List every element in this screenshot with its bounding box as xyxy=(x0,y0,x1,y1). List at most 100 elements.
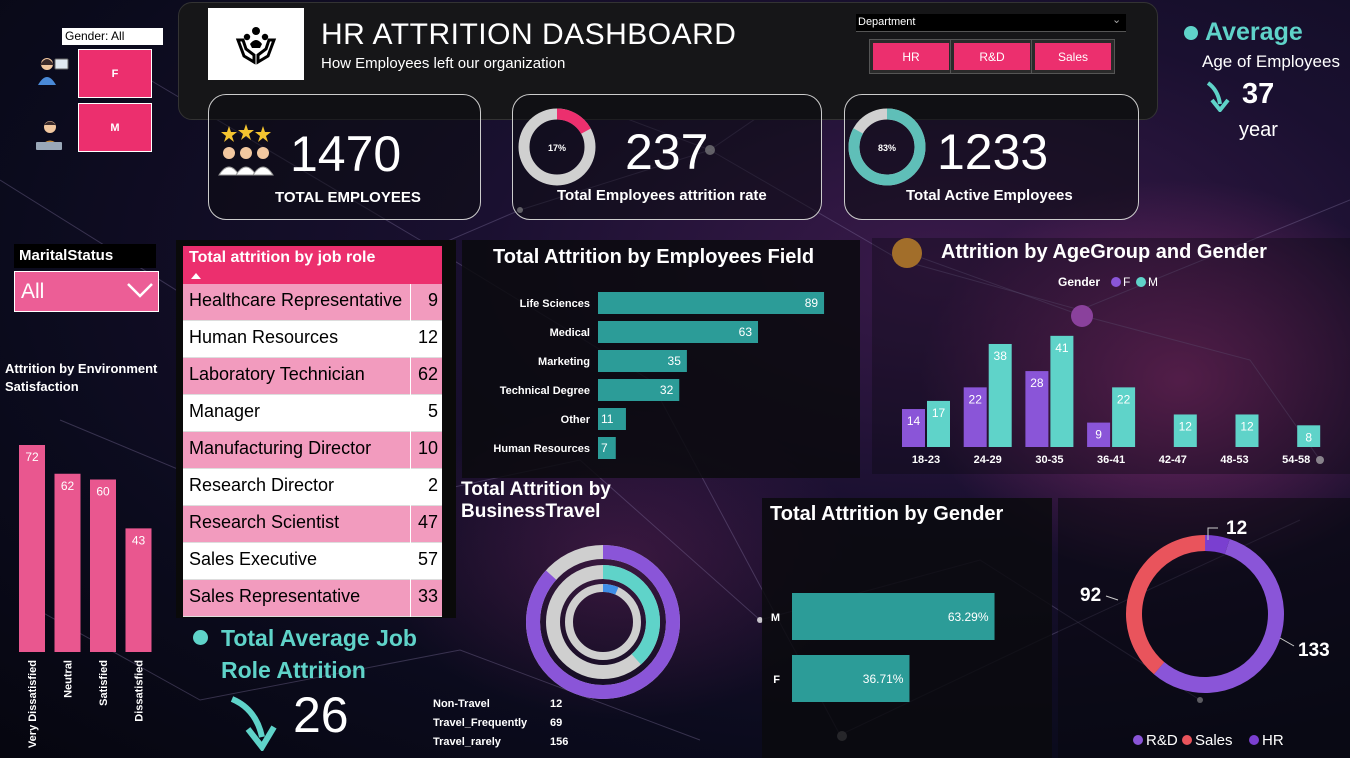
average-job-role-dot-icon xyxy=(193,630,208,645)
business-travel-title: Total Attrition by BusinessTravel xyxy=(461,479,611,522)
chevron-down-icon[interactable] xyxy=(126,280,154,300)
field-bar xyxy=(598,321,759,343)
job-role-divider xyxy=(410,432,411,469)
attrition-donut-arc xyxy=(518,108,596,186)
gender-category-label: F xyxy=(773,674,780,686)
job-role-name: Research Director xyxy=(189,475,335,495)
arrow-down-icon xyxy=(1206,81,1230,112)
job-role-row[interactable]: Healthcare Representative 9 xyxy=(183,284,442,321)
legend-f-marker xyxy=(1111,277,1121,287)
job-role-value: 12 xyxy=(417,327,438,347)
age-category-label: 54-58 xyxy=(1282,454,1310,466)
hands-people-icon xyxy=(235,27,277,65)
department-legend-label: R&D xyxy=(1146,732,1178,749)
env-category-label: Satisfied xyxy=(98,660,110,706)
gender-filter-label[interactable]: Gender: All xyxy=(62,28,163,45)
department-option-hr[interactable]: HR xyxy=(869,39,953,74)
job-role-divider xyxy=(410,284,411,321)
average-age-title: Average xyxy=(1205,18,1303,46)
gender-bar xyxy=(792,593,995,640)
age-bar-m xyxy=(927,400,950,447)
env-bar-label: 62 xyxy=(61,479,75,493)
job-role-value: 5 xyxy=(427,401,438,421)
department-filter-label[interactable]: Department xyxy=(856,14,1126,32)
job-role-row[interactable]: Research Scientist 47 xyxy=(183,506,442,543)
travel-legend-value: 156 xyxy=(550,736,569,748)
field-bar-label: 11 xyxy=(601,412,614,426)
male-employee-icon xyxy=(36,121,62,150)
chevron-down-icon[interactable]: ⌄ xyxy=(1112,14,1122,26)
agegroup-chart-title: Attrition by AgeGroup and Gender xyxy=(941,241,1267,263)
job-role-row[interactable]: Manager 5 xyxy=(183,395,442,432)
age-bar-label: 17 xyxy=(932,406,946,420)
total-employees-card: 1470 TOTAL EMPLOYEES xyxy=(208,94,481,220)
field-bar xyxy=(598,350,687,372)
department-option-sales[interactable]: Sales xyxy=(1031,39,1115,74)
job-role-row[interactable]: Manufacturing Director 10 xyxy=(183,432,442,469)
env-bar xyxy=(125,528,152,652)
active-donut: 83% xyxy=(848,108,926,186)
travel-ring-track xyxy=(565,584,641,660)
age-bar-f xyxy=(1025,371,1049,447)
average-age-dot-icon xyxy=(1184,26,1198,40)
field-bar xyxy=(598,408,626,430)
employees-field-chart: Life Sciences 89 Medical 63 Marketing 35 Techn… xyxy=(493,292,825,459)
age-bar-m xyxy=(1297,425,1321,447)
department-label-rnd: 133 xyxy=(1298,640,1330,661)
agegroup-gender-chart: 14 17 18-23 22 38 24-29 28 41 30-35 9 22 36-41 12 42-… xyxy=(902,335,1321,466)
field-category-label: Marketing xyxy=(538,356,590,368)
age-bar-label: 12 xyxy=(1179,419,1193,433)
agegroup-legend-title: Gender xyxy=(1058,275,1101,289)
field-bar xyxy=(598,292,825,314)
job-role-divider xyxy=(410,543,411,580)
department-option-rnd[interactable]: R&D xyxy=(950,39,1034,74)
gender-option-f[interactable]: F xyxy=(78,49,152,98)
env-bar xyxy=(19,445,45,652)
job-role-name: Research Scientist xyxy=(189,512,340,532)
job-role-divider xyxy=(410,358,411,395)
job-role-table-title: Total attrition by job role xyxy=(189,249,376,266)
job-role-name: Sales Representative xyxy=(189,586,361,606)
gender-category-label: M xyxy=(771,612,780,624)
job-role-name: Sales Executive xyxy=(189,549,318,569)
job-role-row[interactable]: Laboratory Technician 62 xyxy=(183,358,442,395)
age-bar-label: 14 xyxy=(907,414,921,428)
active-employees-label: Total Active Employees xyxy=(906,187,1073,204)
job-role-value: 10 xyxy=(417,438,438,458)
female-employee-icon xyxy=(38,58,69,85)
gender-option-m[interactable]: M xyxy=(78,103,152,152)
job-role-row[interactable]: Research Director 2 xyxy=(183,469,442,506)
job-role-divider xyxy=(410,506,411,543)
age-bar-label: 22 xyxy=(969,392,983,406)
gender-chart-title: Total Attrition by Gender xyxy=(770,503,1004,525)
job-role-divider xyxy=(410,321,411,358)
env-bar-label: 72 xyxy=(25,450,39,464)
department-leader-line xyxy=(1279,637,1295,647)
sort-ascending-icon[interactable] xyxy=(190,272,202,280)
job-role-row[interactable]: Human Resources 12 xyxy=(183,321,442,358)
department-arc xyxy=(1126,535,1284,693)
job-role-row[interactable]: Sales Executive 57 xyxy=(183,543,442,580)
age-bar-label: 8 xyxy=(1305,430,1312,444)
gender-bar xyxy=(792,655,910,702)
job-role-name: Healthcare Representative xyxy=(189,290,403,310)
field-bar xyxy=(598,437,616,459)
department-legend-label: Sales xyxy=(1195,732,1233,749)
age-bar-m xyxy=(1173,414,1197,447)
department-leader-line xyxy=(1105,595,1119,601)
total-employees-label: TOTAL EMPLOYEES xyxy=(275,189,421,206)
attrition-donut: 17% xyxy=(518,108,596,186)
average-age-unit: year xyxy=(1239,119,1278,141)
travel-legend-label: Travel_rarely xyxy=(433,736,501,748)
average-job-role-value: 26 xyxy=(293,687,349,743)
age-category-label: 24-29 xyxy=(974,454,1002,466)
travel-legend-label: Non-Travel xyxy=(433,698,490,710)
job-role-row[interactable]: Sales Representative 33 xyxy=(183,580,442,617)
age-bar-label: 22 xyxy=(1117,392,1131,406)
average-job-role-title: Total Average Job Role Attrition xyxy=(221,625,417,683)
age-category-label: 30-35 xyxy=(1035,454,1063,466)
env-bar xyxy=(54,473,81,652)
marital-status-label: MaritalStatus xyxy=(14,244,156,268)
field-bar xyxy=(598,379,680,401)
average-age-subtitle: Age of Employees xyxy=(1202,52,1340,71)
